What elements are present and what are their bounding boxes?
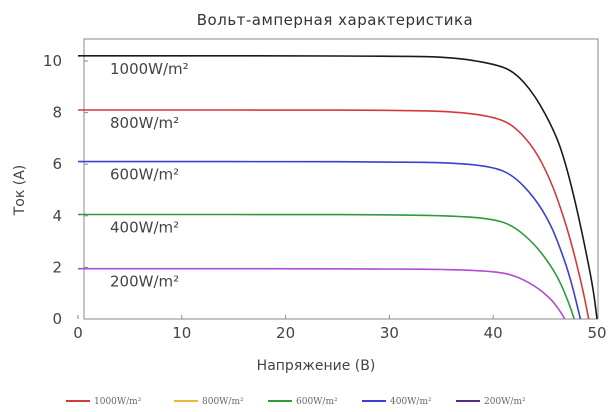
legend-label-4: 400W/m²: [390, 397, 432, 407]
x-axis-ticks: 0 10 20 30 40 50: [73, 315, 607, 342]
plot-frame: [83, 38, 599, 320]
curve-label-5: 200W/m²: [110, 273, 179, 291]
x-tick-label: 10: [172, 324, 191, 342]
x-tick-label: 50: [587, 324, 606, 342]
legend-label-2: 800W/m²: [202, 397, 244, 407]
y-tick-label: 0: [52, 310, 62, 328]
series-line-1: [78, 54, 598, 320]
curve-label-4: 400W/m²: [110, 219, 179, 237]
series-line-4: [77, 213, 575, 320]
y-tick-label: 6: [52, 155, 62, 173]
y-tick-label: 8: [52, 104, 62, 122]
legend-label-1: 1000W/m²: [94, 397, 142, 407]
legend-label-3: 600W/m²: [296, 397, 338, 407]
y-axis-title: Ток (А): [12, 165, 28, 217]
series-line-2: [78, 109, 590, 320]
legend-label-5: 200W/m²: [484, 397, 526, 407]
series-lines: [77, 54, 598, 320]
curve-label-1: 1000W/m²: [110, 60, 189, 78]
x-tick-label: 40: [484, 324, 503, 342]
y-tick-label: 2: [52, 258, 62, 276]
x-tick-label: 30: [380, 324, 399, 342]
y-tick-label: 4: [52, 207, 62, 225]
x-tick-label: 0: [73, 324, 83, 342]
chart-title: Вольт-амперная характеристика: [197, 11, 473, 29]
legend: 1000W/m² 800W/m² 600W/m² 400W/m² 200W/m²: [66, 397, 526, 407]
x-tick-label: 20: [276, 324, 295, 342]
y-axis-ticks: 0 2 4 6 8 10: [43, 52, 88, 328]
x-axis-title: Напряжение (В): [257, 358, 376, 374]
series-line-5: [77, 267, 566, 320]
y-tick-label: 10: [43, 52, 62, 70]
curve-labels: 1000W/m² 800W/m² 600W/m² 400W/m² 200W/m²: [110, 60, 189, 291]
curve-label-2: 800W/m²: [110, 114, 179, 132]
series-line-3: [78, 160, 582, 320]
curve-label-3: 600W/m²: [110, 166, 179, 184]
